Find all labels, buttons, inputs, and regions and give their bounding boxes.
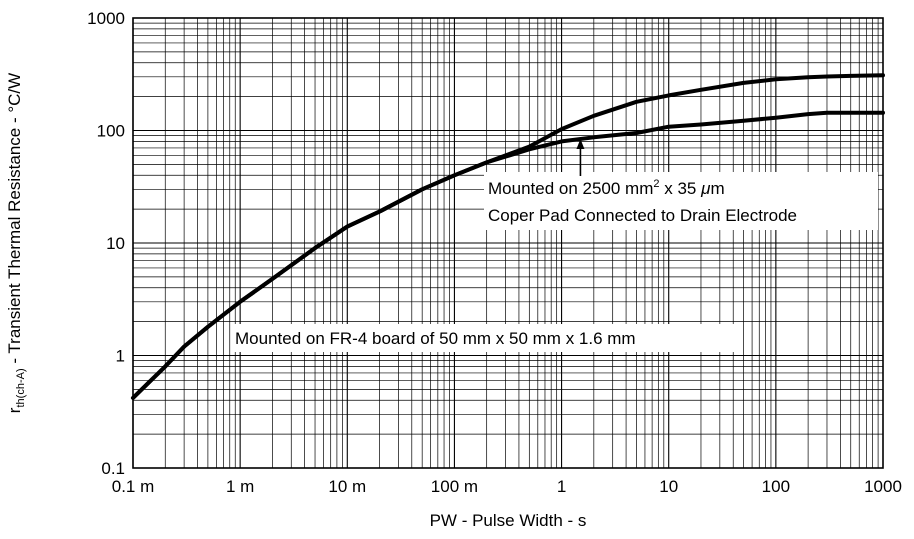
annotation-copper-pad-background <box>484 172 878 230</box>
y-tick-label: 0.1 <box>101 459 125 478</box>
y-tick-label: 100 <box>97 122 125 141</box>
arrow-head <box>576 139 585 150</box>
x-tick-label: 10 m <box>328 477 366 496</box>
annotation-copper-pad-line2: Coper Pad Connected to Drain Electrode <box>488 206 797 225</box>
series-layer <box>131 73 885 400</box>
x-tick-label: 10 <box>659 477 678 496</box>
x-tick-labels: 0.1 m 1 m 10 m 100 m 1 10 100 1000 <box>112 477 902 496</box>
x-axis-label: PW - Pulse Width - s <box>430 511 587 530</box>
annotation-copper-pad-line1: Mounted on 2500 mm2 x 35 μm <box>488 178 725 198</box>
x-tick-label: 100 m <box>431 477 478 496</box>
y-tick-label: 10 <box>106 234 125 253</box>
y-tick-label: 1000 <box>87 9 125 28</box>
annotation-copper-pad: Mounted on 2500 mm2 x 35 μm Coper Pad Co… <box>484 172 878 230</box>
plot-frame <box>132 17 884 469</box>
x-tick-label: 1000 <box>864 477 902 496</box>
x-tick-label: 100 <box>762 477 790 496</box>
x-tick-label: 0.1 m <box>112 477 155 496</box>
annotation-fr4: Mounted on FR-4 board of 50 mm x 50 mm x… <box>231 324 741 352</box>
x-tick-label: 1 m <box>226 477 254 496</box>
annotation-arrow <box>576 139 585 176</box>
x-tick-label: 1 <box>557 477 566 496</box>
grid <box>132 18 883 469</box>
annotation-fr4-text: Mounted on FR-4 board of 50 mm x 50 mm x… <box>235 329 636 348</box>
series-line-2 <box>131 110 885 400</box>
y-tick-labels: 0.1 1 10 100 1000 <box>87 9 125 478</box>
y-axis-label: rth(ch-A) - Transient Thermal Resistance… <box>5 73 27 413</box>
annotation-fr4-background <box>231 324 741 352</box>
y-tick-label: 1 <box>116 347 125 366</box>
